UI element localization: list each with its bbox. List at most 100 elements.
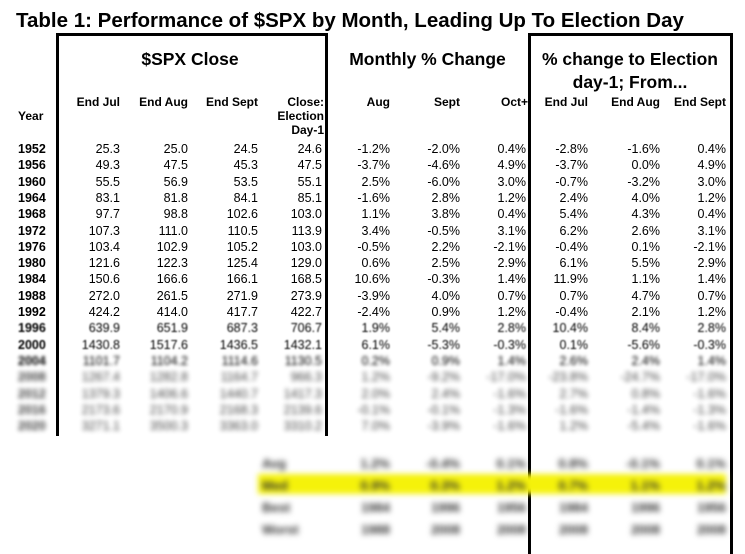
cell-aug: -0.5%: [357, 239, 390, 254]
cell-aug: 2.0%: [361, 386, 391, 401]
cell-sept: -4.6%: [427, 158, 460, 173]
cell-close: 1417.3: [283, 386, 322, 401]
summary-label: Best: [262, 500, 291, 515]
cell-f-sept: 1.2%: [697, 190, 727, 205]
cell-aug: -3.7%: [357, 158, 390, 173]
cell-sept: 3.8%: [431, 207, 461, 222]
cell-close: 85.1: [297, 190, 322, 205]
close-section-frame: [56, 33, 328, 436]
cell-end-sept: 84.1: [233, 190, 258, 205]
summary-cell-aug: 1984: [361, 500, 390, 515]
cell-end-jul: 272.0: [88, 288, 120, 303]
cell-f-sept: -1.3%: [693, 402, 726, 417]
cell-end-sept: 1164.7: [220, 370, 258, 385]
cell-f-jul: -0.4%: [555, 305, 588, 319]
col-header-close-election: Close: Election Day-1: [277, 95, 324, 137]
cell-close: 55.1: [297, 174, 322, 189]
summary-cell-oct: 2008: [497, 522, 526, 537]
cell-close: 103.0: [290, 207, 322, 222]
cell-end-sept: 1114.6: [221, 353, 258, 368]
cell-close: 168.5: [290, 272, 322, 287]
cell-end-aug: 1517.6: [149, 337, 188, 352]
cell-f-aug: -24.7%: [620, 370, 660, 385]
summary-cell-sept: 2008: [431, 522, 460, 537]
cell-aug: -1.6%: [357, 190, 390, 205]
cell-f-jul: -0.4%: [555, 239, 588, 254]
cell-f-jul: 1.2%: [559, 419, 589, 434]
cell-end-jul: 639.9: [88, 321, 120, 336]
cell-close: 129.0: [290, 256, 322, 271]
cell-sept: 2.4%: [431, 386, 461, 401]
cell-f-sept: 0.4%: [697, 207, 727, 222]
summary-label: Avg: [262, 456, 287, 471]
cell-f-aug: 0.1%: [631, 239, 661, 254]
summary-cell-f-sept: 1956: [697, 500, 726, 515]
cell-f-aug: 2.4%: [631, 353, 661, 368]
cell-aug: -3.9%: [357, 288, 390, 303]
summary-cell-f-jul: 0.7%: [558, 478, 588, 493]
cell-oct: -1.6%: [493, 419, 526, 434]
row-year: 1960: [18, 174, 46, 189]
cell-close: 706.7: [290, 321, 322, 336]
cell-end-jul: 103.4: [88, 239, 120, 254]
cell-f-aug: 0.8%: [631, 386, 661, 401]
cell-end-jul: 424.2: [88, 305, 120, 319]
cell-sept: -0.3%: [427, 272, 460, 287]
cell-end-jul: 150.6: [88, 272, 120, 287]
cell-f-jul: 6.2%: [559, 223, 589, 238]
summary-cell-f-sept: 2008: [697, 522, 726, 537]
cell-end-aug: 122.3: [156, 256, 188, 271]
summary-cell-aug: 1.2%: [360, 456, 390, 471]
cell-f-sept: -0.3%: [693, 337, 726, 352]
summary-row: Worst 1988 2008 2008 2008 2008 2008: [0, 520, 745, 540]
cell-f-sept: 3.1%: [697, 223, 727, 238]
cell-end-jul: 83.1: [95, 190, 120, 205]
cell-aug: -1.2%: [357, 142, 390, 156]
cell-f-aug: 2.1%: [631, 305, 661, 319]
cell-end-sept: 417.7: [226, 305, 258, 319]
cell-aug: 3.4%: [361, 223, 391, 238]
cell-end-aug: 1104.2: [150, 353, 188, 368]
summary-cell-f-jul: 2008: [559, 522, 588, 537]
summary-cell-aug: 0.9%: [360, 478, 390, 493]
summary-cell-f-aug: -0.1%: [626, 456, 660, 471]
cell-oct: 2.8%: [497, 321, 527, 336]
summary-cell-oct: 0.1%: [496, 456, 526, 471]
cell-oct: -1.3%: [493, 402, 526, 417]
row-year: 1976: [18, 239, 46, 254]
cell-f-aug: -5.6%: [627, 337, 660, 352]
cell-end-aug: 1282.8: [149, 370, 188, 385]
cell-aug: 2.5%: [361, 174, 391, 189]
cell-f-sept: 3.0%: [697, 174, 727, 189]
cell-aug: -2.4%: [357, 305, 390, 319]
col-header-from-end-jul: End Jul: [544, 95, 588, 109]
row-year: 1968: [18, 207, 46, 222]
cell-close: 2139.6: [283, 402, 322, 417]
cell-f-sept: 2.9%: [697, 256, 727, 271]
page-title: Table 1: Performance of $SPX by Month, L…: [16, 9, 684, 32]
cell-f-aug: 8.4%: [631, 321, 661, 336]
cell-f-jul: 10.4%: [552, 321, 588, 336]
cell-oct: -0.3%: [493, 337, 526, 352]
summary-section: Avg 1.2% -0.4% 0.1% 0.8% -0.1% 0.1% Med 0.9% 0.3%…: [0, 450, 745, 550]
cell-f-sept: 1.4%: [697, 353, 727, 368]
cell-end-aug: 651.9: [156, 321, 188, 336]
cell-close: 1130.5: [284, 353, 322, 368]
col-header-end-jul: End Jul: [76, 95, 120, 109]
cell-close: 113.9: [291, 223, 322, 238]
cell-end-sept: 687.3: [226, 321, 258, 336]
cell-end-sept: 3363.0: [219, 419, 258, 434]
row-year: 2012: [18, 386, 46, 401]
cell-end-aug: 3500.3: [149, 419, 188, 434]
cell-oct: -1.6%: [493, 386, 526, 401]
cell-end-aug: 25.0: [163, 142, 188, 156]
row-year: 1992: [18, 305, 46, 319]
cell-f-jul: -3.7%: [555, 158, 588, 173]
cell-end-aug: 102.9: [156, 239, 188, 254]
col-header-from-end-aug: End Aug: [611, 95, 660, 109]
cell-close: 422.7: [290, 305, 322, 319]
cell-end-jul: 1267.4: [81, 370, 120, 385]
cell-end-sept: 110.5: [227, 223, 258, 238]
summary-cell-f-jul: 1984: [559, 500, 588, 515]
summary-row: Med 0.9% 0.3% 1.2% 0.7% 1.1% 1.2%: [0, 476, 745, 496]
